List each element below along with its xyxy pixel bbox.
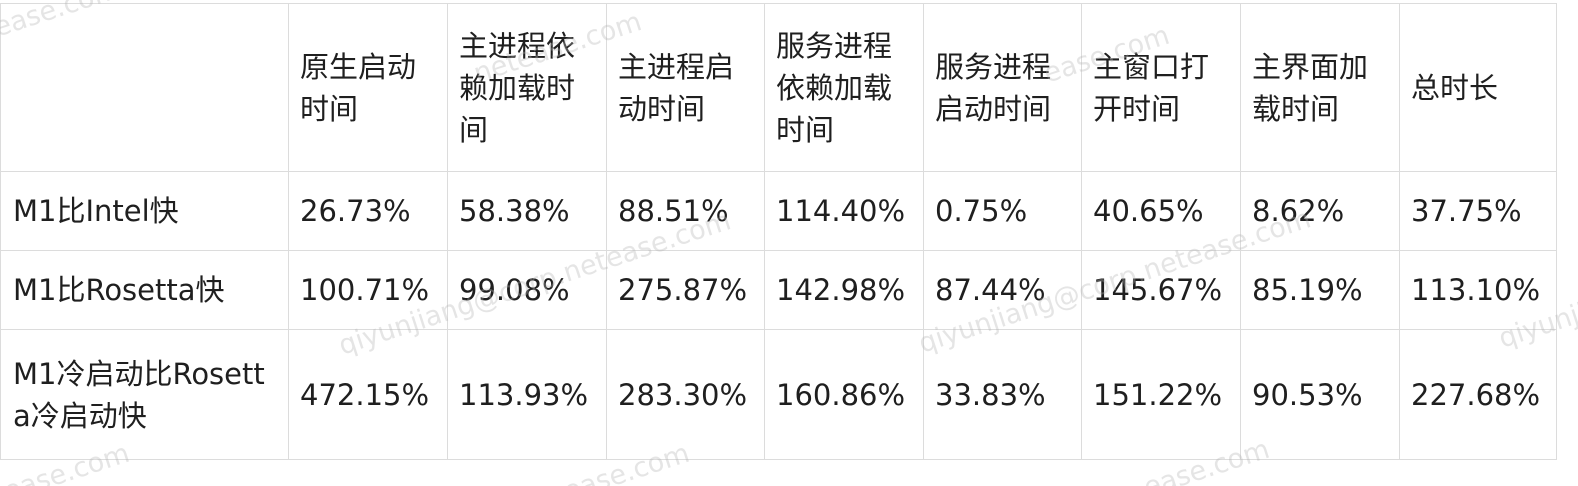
table-cell: 85.19% <box>1240 250 1400 330</box>
table-row: M1比Intel快 26.73% 58.38% 88.51% 114.40% 0… <box>0 171 1557 251</box>
header-cell-main-process-start: 主进程启动时间 <box>606 3 765 172</box>
table-row: M1冷启动比Rosetta冷启动快 472.15% 113.93% 283.30… <box>0 329 1557 460</box>
table-cell: 33.83% <box>923 329 1082 460</box>
header-cell-total-duration: 总时长 <box>1399 3 1557 172</box>
table-cell: 26.73% <box>288 171 448 251</box>
header-cell-main-deps-load: 主进程依赖加载时间 <box>447 3 607 172</box>
table-cell: 90.53% <box>1240 329 1400 460</box>
header-cell-main-window-open: 主窗口打开时间 <box>1081 3 1241 172</box>
table-cell: 113.10% <box>1399 250 1557 330</box>
table-cell: 40.65% <box>1081 171 1241 251</box>
table-cell: 227.68% <box>1399 329 1557 460</box>
header-cell-main-ui-load: 主界面加载时间 <box>1240 3 1400 172</box>
table-cell: 275.87% <box>606 250 765 330</box>
table-cell: 113.93% <box>447 329 607 460</box>
header-cell-native-launch: 原生启动时间 <box>288 3 448 172</box>
header-cell-corner <box>0 3 289 172</box>
table-cell: 145.67% <box>1081 250 1241 330</box>
table-cell: 99.08% <box>447 250 607 330</box>
table-cell: 283.30% <box>606 329 765 460</box>
table-cell: 151.22% <box>1081 329 1241 460</box>
table-cell: 8.62% <box>1240 171 1400 251</box>
row-label-cell: M1冷启动比Rosetta冷启动快 <box>0 329 289 460</box>
table-header-row: 原生启动时间 主进程依赖加载时间 主进程启动时间 服务进程依赖加载时间 服务进程… <box>0 3 1557 172</box>
table-cell: 160.86% <box>764 329 924 460</box>
table-cell: 88.51% <box>606 171 765 251</box>
table-cell: 58.38% <box>447 171 607 251</box>
row-label-cell: M1比Rosetta快 <box>0 250 289 330</box>
table-cell: 100.71% <box>288 250 448 330</box>
table-cell: 142.98% <box>764 250 924 330</box>
comparison-table: 原生启动时间 主进程依赖加载时间 主进程启动时间 服务进程依赖加载时间 服务进程… <box>0 3 1557 460</box>
table-cell: 114.40% <box>764 171 924 251</box>
table-row: M1比Rosetta快 100.71% 99.08% 275.87% 142.9… <box>0 250 1557 330</box>
header-cell-service-deps-load: 服务进程依赖加载时间 <box>764 3 924 172</box>
table-cell: 0.75% <box>923 171 1082 251</box>
table-cell: 472.15% <box>288 329 448 460</box>
table-cell: 87.44% <box>923 250 1082 330</box>
row-label-cell: M1比Intel快 <box>0 171 289 251</box>
header-cell-service-process-start: 服务进程启动时间 <box>923 3 1082 172</box>
table-cell: 37.75% <box>1399 171 1557 251</box>
